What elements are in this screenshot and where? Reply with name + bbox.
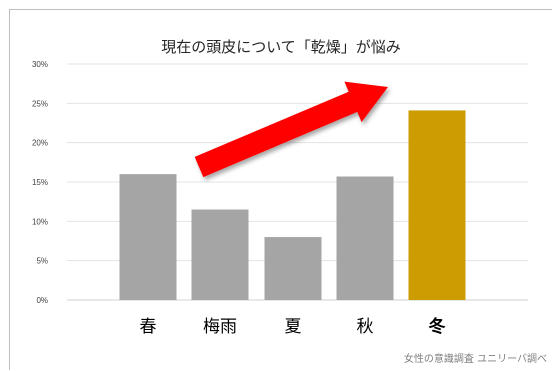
source-note: 女性の意識調査 ユニリーバ調べ <box>404 352 547 365</box>
y-tick-label: 15% <box>32 178 48 187</box>
y-tick-label: 0% <box>36 296 48 305</box>
y-tick-label: 25% <box>32 99 48 108</box>
chart-canvas: 現在の頭皮について「乾燥」が悩み 0% 5% 10% 15% 20% 25% 30% 春 梅雨… <box>32 38 547 365</box>
y-tick-label: 30% <box>32 60 48 69</box>
chart-title: 現在の頭皮について「乾燥」が悩み <box>161 38 401 56</box>
bar-1 <box>119 174 177 300</box>
x-axis-ticks: 春 梅雨 夏 秋 冬 <box>140 316 446 337</box>
x-tick-label: 冬 <box>429 316 446 337</box>
y-tick-label: 5% <box>36 257 48 266</box>
x-tick-label: 春 <box>140 317 157 337</box>
bar-3 <box>264 237 322 300</box>
bars <box>119 110 466 300</box>
y-tick-label: 10% <box>32 217 48 226</box>
x-tick-label: 夏 <box>285 317 302 337</box>
bar-5 <box>408 110 466 300</box>
x-tick-label: 秋 <box>357 317 374 337</box>
bar-2 <box>191 209 249 300</box>
y-axis-ticks: 0% 5% 10% 15% 20% 25% 30% <box>32 60 48 305</box>
upward-trend-arrow <box>194 81 388 178</box>
x-tick-label: 梅雨 <box>203 317 237 337</box>
bar-4 <box>336 176 394 300</box>
y-tick-label: 20% <box>32 139 48 148</box>
chart-frame: 現在の頭皮について「乾燥」が悩み 0% 5% 10% 15% 20% 25% 30% 春 梅雨… <box>9 9 552 370</box>
